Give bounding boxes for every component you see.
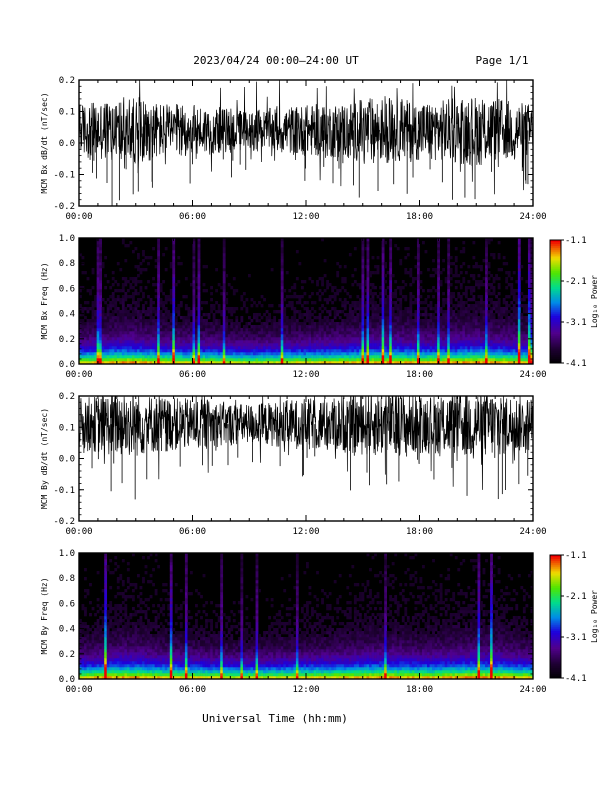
colorbar-tick-label: -1.1 [565, 551, 587, 561]
colorbar-tick-label: -4.1 [565, 359, 587, 369]
x-tick-label: 18:00 [406, 685, 433, 695]
colorbar-by: -1.1 -2.1 -3.1 -4.1 Log₁₀ Power [550, 551, 599, 684]
x-tick-label: 00:00 [65, 685, 92, 695]
y-tick-label: 0.4 [59, 310, 75, 320]
y-tick-label: 1.0 [59, 234, 75, 244]
y-tick-label: -0.1 [53, 171, 75, 181]
y-tick-label: 0.0 [59, 455, 75, 465]
y-tick-label: 0.8 [59, 259, 75, 269]
x-tick-label: 06:00 [179, 527, 206, 537]
y-tick-label: -0.2 [53, 517, 75, 527]
x-tick-label: 00:00 [65, 212, 92, 222]
colorbar-bx: -1.1 -2.1 -3.1 -4.1 Log₁₀ Power [550, 236, 599, 369]
y-tick-label: 0.2 [59, 76, 75, 86]
y-tick-label: 0.4 [59, 625, 75, 635]
y-tick-label: 0.1 [59, 423, 75, 433]
y-axis-label: MCM By Freq (Hz) [40, 577, 49, 654]
colorbar-tick-label: -2.1 [565, 592, 587, 602]
y-tick-label: 0.8 [59, 574, 75, 584]
x-tick-label: 18:00 [406, 527, 433, 537]
y-tick-label: 0.0 [59, 675, 75, 685]
by-spectrogram-panel: 00:00 06:00 12:00 18:00 24:00 1.0 0.8 0.6 0.4 0.2… [40, 549, 547, 695]
x-tick-label: 18:00 [406, 212, 433, 222]
x-tick-label: 06:00 [179, 370, 206, 380]
bx-dbdt-panel: 00:00 06:00 12:00 18:00 24:00 0.2 0.1 0.0 -0.1 -0… [40, 76, 547, 222]
y-tick-label: 0.1 [59, 108, 75, 118]
y-tick-label: 1.0 [59, 549, 75, 559]
y-tick-label: 0.2 [59, 392, 75, 402]
y-tick-label: 0.6 [59, 284, 75, 294]
page-number: Page 1/1 [476, 54, 529, 67]
x-tick-label: 18:00 [406, 370, 433, 380]
y-axis-label: MCM By dB/dt (nT/sec) [40, 408, 49, 509]
y-tick-label: 0.6 [59, 599, 75, 609]
x-tick-label: 12:00 [292, 685, 319, 695]
page-title: 2023/04/24 00:00–24:00 UT [193, 54, 359, 67]
colorbar-tick-label: -3.1 [565, 318, 587, 328]
colorbar-tick-label: -3.1 [565, 633, 587, 643]
colorbar-label: Log₁₀ Power [590, 275, 599, 328]
y-tick-label: 0.2 [59, 335, 75, 345]
y-axis-label: MCM Bx Freq (Hz) [40, 262, 49, 339]
x-tick-label: 00:00 [65, 370, 92, 380]
x-tick-label: 12:00 [292, 370, 319, 380]
y-axis-label: MCM Bx dB/dt (nT/sec) [40, 92, 49, 193]
by-dbdt-panel: 00:00 06:00 12:00 18:00 24:00 0.2 0.1 0.0 -0.1 -0… [40, 392, 547, 537]
x-tick-label: 24:00 [519, 685, 546, 695]
colorbar-label: Log₁₀ Power [590, 590, 599, 643]
y-tick-label: 0.0 [59, 139, 75, 149]
x-tick-label: 12:00 [292, 527, 319, 537]
y-tick-label: -0.1 [53, 486, 75, 496]
colorbar-tick-label: -1.1 [565, 236, 587, 246]
y-tick-label: 0.2 [59, 650, 75, 660]
x-tick-label: 24:00 [519, 212, 546, 222]
x-tick-label: 00:00 [65, 527, 92, 537]
y-tick-label: 0.0 [59, 360, 75, 370]
colorbar-tick-label: -4.1 [565, 674, 587, 684]
colorbar-tick-label: -2.1 [565, 277, 587, 287]
x-tick-label: 06:00 [179, 685, 206, 695]
x-tick-label: 12:00 [292, 212, 319, 222]
x-tick-label: 24:00 [519, 370, 546, 380]
bx-spectrogram-panel: 00:00 06:00 12:00 18:00 24:00 1.0 0.8 0.6 0.4 0.2… [40, 234, 547, 380]
x-tick-label: 06:00 [179, 212, 206, 222]
y-tick-label: -0.2 [53, 202, 75, 212]
x-tick-label: 24:00 [519, 527, 546, 537]
x-axis-label: Universal Time (hh:mm) [202, 712, 348, 725]
